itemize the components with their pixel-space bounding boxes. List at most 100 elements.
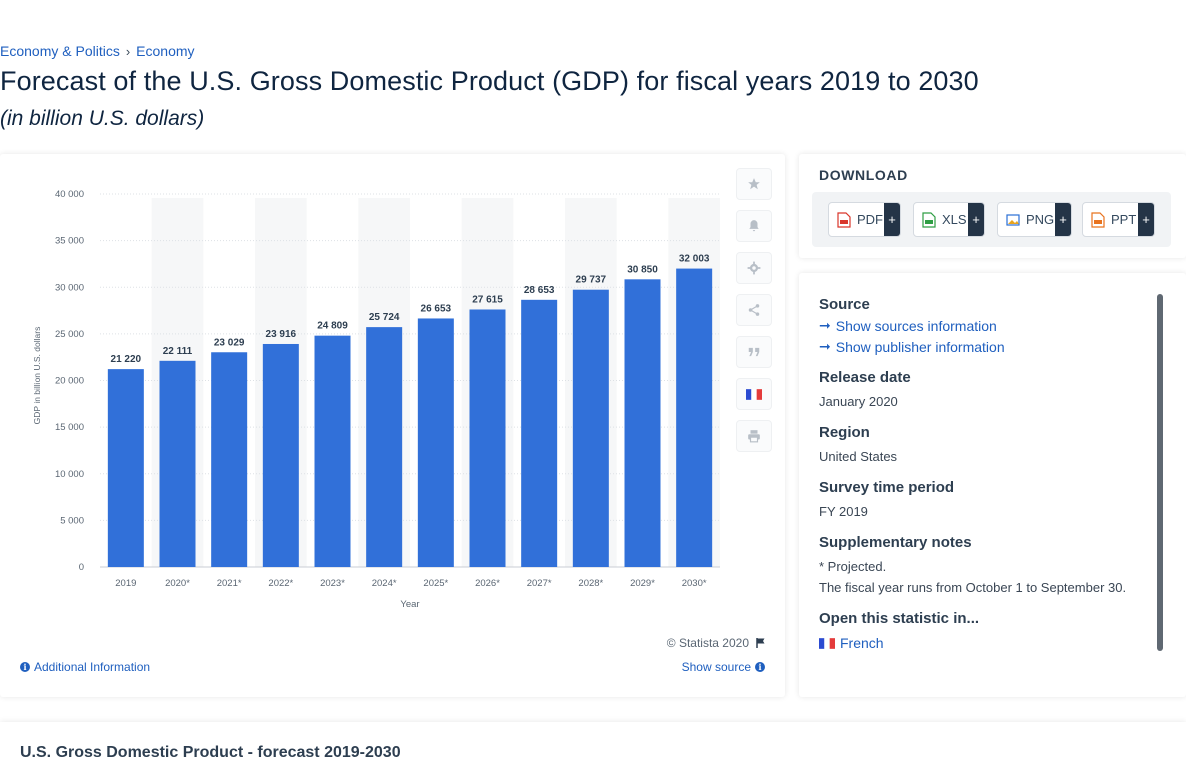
download-pdf-button[interactable]: PDF + — [828, 202, 901, 237]
breadcrumb: Economy & Politics › Economy — [0, 43, 195, 59]
plus-icon: + — [884, 203, 900, 236]
y-tick-label: 20 000 — [55, 376, 84, 387]
source-heading: Source — [819, 296, 870, 313]
bell-icon — [749, 220, 759, 232]
quote-icon — [748, 347, 760, 357]
share-icon — [748, 304, 760, 316]
additional-information-label: Additional Information — [34, 660, 151, 674]
data-label: 23 916 — [266, 329, 297, 340]
x-tick-label: 2027* — [527, 578, 552, 589]
chart-card: 0 5 000 10 000 15 000 20 000 25 000 30 000 35 0… — [0, 154, 785, 697]
print-button[interactable] — [736, 420, 772, 452]
flag-icon[interactable] — [755, 637, 767, 649]
show-source-label: Show source — [681, 660, 751, 674]
open-in-french-link[interactable]: French — [819, 635, 1149, 651]
download-xls-label: XLS — [942, 212, 967, 227]
y-tick-label: 10 000 — [55, 469, 84, 480]
x-tick-label: 2026* — [475, 578, 500, 589]
x-tick-label: 2025* — [423, 578, 448, 589]
copyright-text: © Statista 2020 — [666, 636, 749, 650]
supplementary-note-fiscal-year: The fiscal year runs from October 1 to S… — [819, 580, 1127, 595]
statistic-details-card: Source ➞ Show sources information ➞ Show… — [799, 273, 1186, 697]
download-ppt-button[interactable]: PPT + — [1082, 202, 1155, 237]
settings-button[interactable] — [736, 252, 772, 284]
share-button[interactable] — [736, 294, 772, 326]
cite-button[interactable] — [736, 336, 772, 368]
star-icon — [748, 178, 760, 190]
supplementary-note-projected: * Projected. — [819, 559, 887, 574]
region-heading: Region — [819, 424, 870, 441]
french-flag-icon — [746, 388, 762, 400]
breadcrumb-link-economy-politics[interactable]: Economy & Politics — [0, 43, 120, 59]
plus-icon: + — [1138, 203, 1154, 236]
gear-icon — [747, 261, 761, 275]
related-statistic-title[interactable]: U.S. Gross Domestic Product - forecast 2… — [20, 744, 401, 760]
additional-information-link[interactable]: i Additional Information — [20, 660, 150, 674]
plus-icon: + — [968, 203, 984, 236]
bar-chart: 0 5 000 10 000 15 000 20 000 25 000 30 000 35 0… — [32, 189, 720, 610]
info-icon: i — [755, 662, 765, 672]
data-label: 26 653 — [421, 303, 452, 314]
notification-button[interactable] — [736, 210, 772, 242]
x-tick-label: 2020* — [165, 578, 190, 589]
x-tick-label: 2021* — [217, 578, 242, 589]
breadcrumb-link-economy[interactable]: Economy — [136, 43, 195, 59]
download-png-button[interactable]: PNG + — [997, 202, 1072, 237]
pdf-file-icon — [837, 211, 851, 228]
data-label: 25 724 — [369, 312, 400, 323]
arrow-right-icon: ➞ — [819, 317, 831, 333]
info-icon: i — [20, 662, 30, 672]
show-sources-label: Show sources information — [835, 317, 997, 334]
x-tick-label: 2019 — [115, 578, 136, 589]
survey-period-heading: Survey time period — [819, 479, 955, 496]
related-statistic-card: U.S. Gross Domestic Product - forecast 2… — [0, 722, 1186, 760]
data-label: 22 111 — [163, 346, 193, 357]
bar — [417, 318, 454, 567]
xls-file-icon — [922, 211, 936, 228]
data-label: 32 003 — [679, 254, 710, 265]
bar — [521, 299, 558, 567]
show-sources-link[interactable]: ➞ Show sources information — [819, 317, 1149, 334]
bar — [314, 335, 351, 567]
details-scroll-area[interactable]: Source ➞ Show sources information ➞ Show… — [819, 273, 1149, 678]
download-xls-button[interactable]: XLS + — [913, 202, 985, 237]
french-flag-icon — [819, 637, 835, 649]
open-in-heading: Open this statistic in... — [819, 610, 980, 627]
region-value: United States — [819, 449, 898, 464]
open-in-french-label: French — [840, 635, 884, 651]
show-source-link[interactable]: Show source i — [682, 660, 765, 674]
release-date-heading: Release date — [819, 369, 911, 386]
copyright: © Statista 2020 — [667, 636, 767, 650]
release-date-value: January 2020 — [819, 394, 898, 409]
y-tick-label: 0 — [79, 562, 84, 573]
language-button[interactable] — [736, 378, 772, 410]
y-tick-label: 15 000 — [55, 422, 84, 433]
data-label: 21 220 — [111, 354, 142, 365]
data-label: 28 653 — [524, 285, 555, 296]
data-label: 29 737 — [576, 275, 607, 286]
show-publisher-link[interactable]: ➞ Show publisher information — [819, 338, 1149, 355]
y-tick-label: 25 000 — [55, 329, 84, 340]
x-tick-label: 2024* — [372, 578, 397, 589]
bar — [572, 289, 609, 567]
download-options: PDF + XLS + PNG + PPT + — [812, 192, 1171, 247]
y-tick-label: 35 000 — [55, 236, 84, 247]
png-file-icon — [1006, 213, 1020, 226]
y-tick-label: 5 000 — [60, 515, 84, 526]
x-tick-label: 2029* — [630, 578, 655, 589]
ppt-file-icon — [1091, 211, 1105, 228]
plus-icon: + — [1055, 203, 1071, 236]
favorite-button[interactable] — [736, 168, 772, 200]
download-pdf-label: PDF — [857, 212, 883, 227]
bar — [469, 309, 506, 567]
page-subtitle: (in billion U.S. dollars) — [0, 107, 205, 130]
details-scrollbar[interactable] — [1157, 294, 1163, 651]
data-label: 24 809 — [317, 321, 348, 332]
y-axis-title: GDP in billion U.S. dollars — [32, 327, 42, 425]
download-ppt-label: PPT — [1111, 212, 1137, 227]
data-label: 23 029 — [214, 337, 245, 348]
download-png-label: PNG — [1026, 212, 1055, 227]
supplementary-notes-heading: Supplementary notes — [819, 534, 972, 551]
y-tick-label: 30 000 — [55, 282, 84, 293]
y-tick-label: 40 000 — [55, 189, 84, 200]
